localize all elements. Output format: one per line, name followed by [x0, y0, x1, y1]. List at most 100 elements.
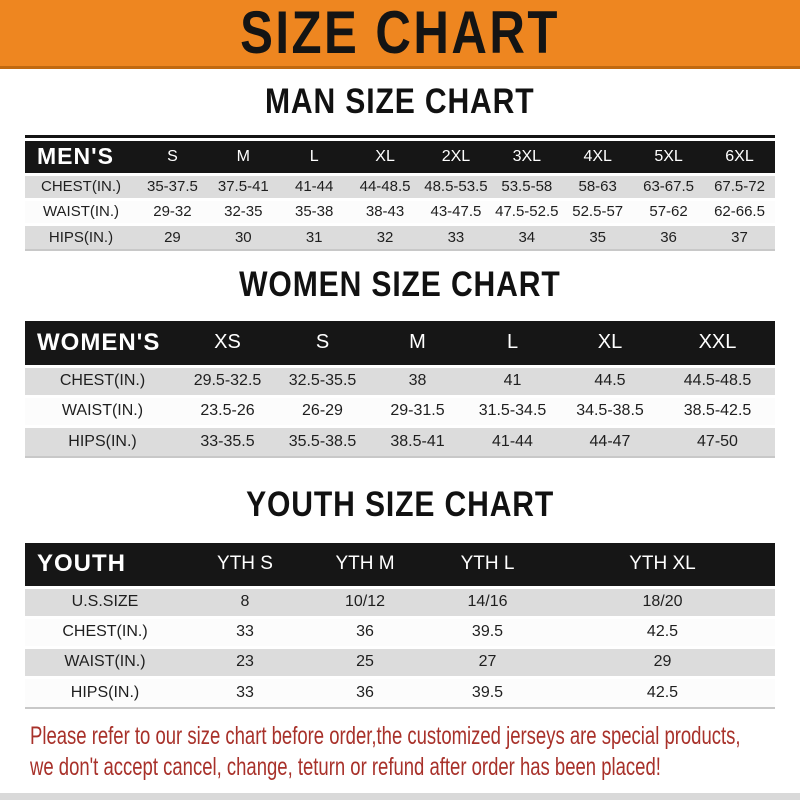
size-value-cell: 18/20	[550, 585, 775, 617]
bottom-edge-strip	[0, 793, 800, 800]
size-column-header: 6XL	[704, 141, 775, 174]
size-column-header: S	[137, 141, 208, 174]
size-value-cell: 33-35.5	[180, 424, 275, 456]
size-value-cell: 36	[305, 615, 425, 647]
size-value-cell: 35-38	[278, 197, 350, 224]
size-value-cell: 62-66.5	[704, 197, 775, 224]
measurement-row: WAIST(IN.) 23.5-26 26-29 29-31.5 31.5-34.5 34…	[25, 394, 775, 426]
size-value-cell: 53.5-58	[491, 172, 563, 199]
size-value-cell: 35	[562, 222, 634, 249]
measurement-row: HIPS(IN.) 33 36 39.5 42.5	[25, 675, 775, 707]
size-value-cell: 14/16	[425, 585, 550, 617]
size-column-header: XXL	[660, 321, 775, 366]
size-value-cell: 38.5-41	[370, 424, 465, 456]
size-value-cell: 33	[420, 222, 492, 249]
size-value-cell: 33	[185, 615, 305, 647]
youth-size-chart-heading-text: YOUTH SIZE CHART	[245, 485, 555, 524]
size-value-cell: 38.5-42.5	[660, 394, 775, 426]
size-value-cell: 29	[550, 645, 775, 677]
size-value-cell: 44.5-48.5	[660, 364, 775, 396]
size-column-header: XS	[180, 321, 275, 366]
table-category-label: WOMEN'S	[25, 321, 180, 366]
size-chart-banner: SIZE CHART	[0, 0, 800, 69]
size-value-cell: 36	[633, 222, 704, 249]
footer-note-line2: we don't accept cancel, change, teturn o…	[30, 753, 661, 781]
women-size-chart-heading-text: WOMEN SIZE CHART	[239, 265, 561, 304]
size-value-cell: 44.5	[560, 364, 660, 396]
row-label: HIPS(IN.)	[25, 222, 137, 249]
size-value-cell: 48.5-53.5	[420, 172, 492, 199]
size-chart-title: SIZE CHART	[240, 0, 560, 66]
size-column-header: YTH M	[305, 543, 425, 587]
size-value-cell: 37.5-41	[207, 172, 279, 199]
youth-size-chart-heading: YOUTH SIZE CHART	[0, 487, 800, 527]
size-value-cell: 44-47	[560, 424, 660, 456]
table-header-row: MEN'S S M L XL 2XL 3XL 4XL 5XL 6XL	[25, 141, 775, 174]
size-column-header: XL	[560, 321, 660, 366]
size-column-header: M	[370, 321, 465, 366]
measurement-row: CHEST(IN.) 29.5-32.5 32.5-35.5 38 41 44.5 44.5…	[25, 364, 775, 396]
size-value-cell: 47-50	[660, 424, 775, 456]
man-size-chart-heading: MAN SIZE CHART	[0, 84, 800, 124]
size-value-cell: 38-43	[349, 197, 421, 224]
size-column-header: 4XL	[562, 141, 634, 174]
size-value-cell: 27	[425, 645, 550, 677]
footer-disclaimer: Please refer to our size chart before or…	[30, 721, 800, 783]
size-value-cell: 8	[185, 585, 305, 617]
size-column-header: YTH XL	[550, 543, 775, 587]
row-label: WAIST(IN.)	[25, 197, 137, 224]
size-value-cell: 37	[704, 222, 775, 249]
size-value-cell: 29.5-32.5	[180, 364, 275, 396]
size-column-header: L	[278, 141, 350, 174]
size-value-cell: 47.5-52.5	[491, 197, 563, 224]
table-category-label: YOUTH	[25, 543, 185, 587]
size-value-cell: 41	[465, 364, 560, 396]
men-size-table-container: MEN'S S M L XL 2XL 3XL 4XL 5XL 6XL CHEST(IN.) 35-3…	[25, 135, 775, 251]
size-value-cell: 23	[185, 645, 305, 677]
size-value-cell: 58-63	[562, 172, 634, 199]
size-value-cell: 33	[185, 675, 305, 707]
measurement-row: HIPS(IN.) 33-35.5 35.5-38.5 38.5-41 41-44 44-…	[25, 424, 775, 456]
size-column-header: 2XL	[420, 141, 492, 174]
youth-size-table-container: YOUTH YTH S YTH M YTH L YTH XL U.S.SIZE 8 10/1…	[25, 543, 775, 709]
size-value-cell: 42.5	[550, 675, 775, 707]
size-value-cell: 29	[137, 222, 208, 249]
size-value-cell: 63-67.5	[633, 172, 704, 199]
man-size-chart-heading-text: MAN SIZE CHART	[265, 82, 535, 121]
size-column-header: M	[207, 141, 279, 174]
table-header-row: YOUTH YTH S YTH M YTH L YTH XL	[25, 543, 775, 587]
size-value-cell: 41-44	[465, 424, 560, 456]
size-value-cell: 36	[305, 675, 425, 707]
size-value-cell: 39.5	[425, 675, 550, 707]
size-value-cell: 39.5	[425, 615, 550, 647]
measurement-row: WAIST(IN.) 29-32 32-35 35-38 38-43 43-47.5 47.…	[25, 197, 775, 224]
size-value-cell: 10/12	[305, 585, 425, 617]
youth-size-table: YOUTH YTH S YTH M YTH L YTH XL U.S.SIZE 8 10/1…	[25, 543, 775, 707]
size-column-header: S	[275, 321, 370, 366]
row-label: HIPS(IN.)	[25, 675, 185, 707]
size-column-header: XL	[349, 141, 421, 174]
size-value-cell: 32.5-35.5	[275, 364, 370, 396]
row-label: CHEST(IN.)	[25, 364, 180, 396]
size-column-header: 3XL	[491, 141, 563, 174]
table-category-label: MEN'S	[25, 141, 137, 174]
size-value-cell: 34.5-38.5	[560, 394, 660, 426]
size-value-cell: 31.5-34.5	[465, 394, 560, 426]
size-column-header: YTH S	[185, 543, 305, 587]
size-value-cell: 57-62	[633, 197, 704, 224]
size-column-header: 5XL	[633, 141, 704, 174]
size-value-cell: 44-48.5	[349, 172, 421, 199]
size-value-cell: 31	[278, 222, 350, 249]
men-size-table: MEN'S S M L XL 2XL 3XL 4XL 5XL 6XL CHEST(IN.) 35-3…	[25, 141, 775, 249]
footer-note-line1: Please refer to our size chart before or…	[30, 722, 741, 750]
size-value-cell: 26-29	[275, 394, 370, 426]
size-value-cell: 35-37.5	[137, 172, 208, 199]
table-header-row: WOMEN'S XS S M L XL XXL	[25, 321, 775, 366]
row-label: CHEST(IN.)	[25, 172, 137, 199]
size-value-cell: 29-31.5	[370, 394, 465, 426]
size-column-header: YTH L	[425, 543, 550, 587]
row-label: WAIST(IN.)	[25, 394, 180, 426]
row-label: WAIST(IN.)	[25, 645, 185, 677]
size-value-cell: 32-35	[207, 197, 279, 224]
size-value-cell: 34	[491, 222, 563, 249]
